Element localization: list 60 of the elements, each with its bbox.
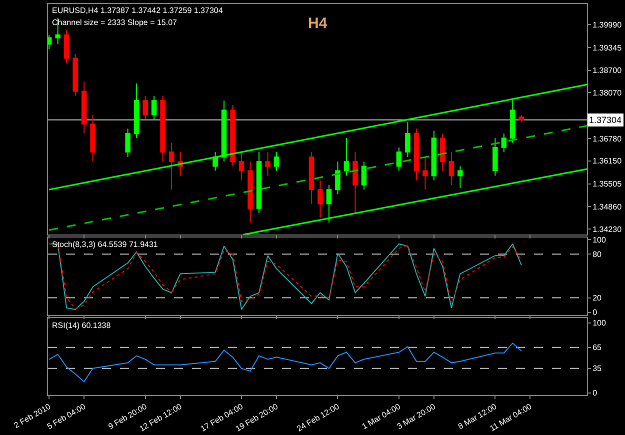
candlestick	[248, 161, 253, 224]
candlestick	[431, 130, 437, 181]
candlestick	[440, 133, 446, 172]
y-tick-label: 1.39990	[592, 20, 622, 30]
y-tick-label: 100	[592, 235, 606, 244]
candlestick	[274, 152, 280, 172]
candlestick	[238, 152, 244, 181]
line-series	[48, 342, 522, 382]
candlestick	[518, 114, 524, 122]
candlestick	[326, 184, 332, 224]
candlestick	[335, 161, 340, 195]
candlestick	[458, 166, 463, 188]
y-tick-label: 80	[592, 250, 602, 259]
candlestick	[492, 138, 498, 176]
candlestick	[221, 100, 227, 162]
candlestick	[501, 133, 507, 152]
annotation: EURUSD,H4 1.37387 1.37442 1.37259 1.37304	[52, 6, 224, 15]
candlestick	[308, 152, 314, 204]
candlestick	[318, 180, 323, 218]
candlestick	[151, 95, 157, 120]
text: H4	[308, 15, 328, 32]
candlestick	[256, 152, 262, 214]
candlestick	[230, 104, 236, 167]
candlestick	[265, 152, 270, 176]
candlestick	[168, 142, 174, 190]
y-tick-label: 1.34860	[592, 202, 622, 212]
candlestick	[81, 81, 87, 134]
candlestick	[160, 95, 166, 162]
candlestick	[90, 114, 96, 162]
candlestick	[64, 30, 70, 64]
candlestick	[125, 128, 130, 158]
y-tick-label: 1.38700	[592, 66, 622, 76]
y-tick-label: 0	[592, 308, 598, 318]
y-tick-label: 0	[592, 388, 598, 398]
y-tick-label: 1.38070	[592, 88, 622, 98]
candlestick	[396, 146, 402, 172]
candlestick	[510, 98, 516, 144]
y-tick-label: 35	[592, 364, 602, 374]
candlestick	[448, 152, 454, 186]
chart-title: Stoch(8,3,3) 64.5539 71.9431	[52, 240, 158, 249]
candlestick	[422, 156, 428, 190]
candlestick	[142, 95, 148, 120]
y-tick-label: 1.34230	[592, 224, 622, 234]
candlestick	[134, 83, 140, 139]
candlestick	[414, 128, 420, 181]
y-tick-label: 20	[592, 294, 602, 303]
candlestick	[344, 138, 350, 176]
y-tick-label: 1.36150	[592, 156, 622, 166]
y-tick-label: 1.36780	[592, 134, 622, 144]
ref-line-label: 1.37304	[589, 115, 622, 125]
candlestick	[212, 152, 218, 172]
candlestick	[361, 161, 367, 190]
candlestick	[352, 152, 358, 214]
chart-title: RSI(14) 60.1338	[52, 321, 112, 330]
candlestick	[405, 122, 410, 158]
y-tick-label: 65	[592, 343, 602, 352]
y-tick-label: 1.39345	[592, 43, 622, 52]
y-tick-label: 100	[592, 318, 606, 328]
y-tick-label: 1.35505	[592, 180, 622, 189]
candlestick	[72, 53, 78, 96]
